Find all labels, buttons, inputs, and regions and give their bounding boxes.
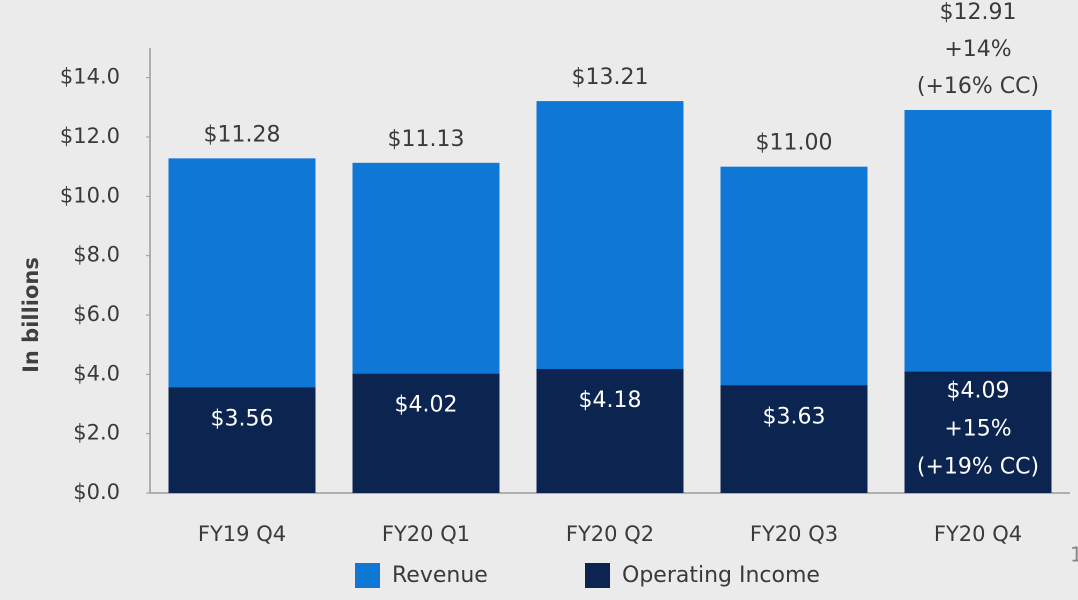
annotation: (+19% CC) bbox=[917, 455, 1039, 480]
value-label: $11.00 bbox=[756, 131, 833, 156]
y-tick-label: $0.0 bbox=[73, 480, 120, 504]
value-label: $3.63 bbox=[763, 404, 826, 429]
legend-swatch bbox=[355, 563, 380, 588]
x-tick-label: FY20 Q3 bbox=[750, 522, 838, 546]
value-label: $11.13 bbox=[388, 127, 465, 152]
bar bbox=[720, 385, 868, 493]
y-tick-label: $10.0 bbox=[60, 183, 120, 207]
page-number: 1 bbox=[1070, 543, 1078, 567]
y-tick-label: $8.0 bbox=[73, 243, 120, 267]
y-tick-label: $4.0 bbox=[73, 361, 120, 385]
value-label: $13.21 bbox=[572, 65, 649, 90]
y-tick-label: $6.0 bbox=[73, 302, 120, 326]
legend-swatch bbox=[585, 563, 610, 588]
bar bbox=[904, 371, 1052, 493]
annotation: +14% bbox=[944, 37, 1011, 62]
value-label: $4.02 bbox=[395, 393, 458, 418]
bar bbox=[536, 368, 684, 493]
y-tick-label: $14.0 bbox=[60, 65, 120, 89]
y-axis-label: In billions bbox=[19, 257, 43, 373]
x-tick-label: FY20 Q2 bbox=[566, 522, 654, 546]
annotation: +15% bbox=[944, 417, 1011, 442]
legend-label: Operating Income bbox=[622, 563, 820, 588]
value-label: $12.91 bbox=[940, 0, 1017, 25]
annotation: (+16% CC) bbox=[917, 74, 1039, 99]
value-label: $4.09 bbox=[947, 379, 1010, 404]
value-label: $3.56 bbox=[211, 406, 274, 431]
y-tick-label: $2.0 bbox=[73, 421, 120, 445]
value-label: $4.18 bbox=[579, 388, 642, 413]
x-tick-label: FY20 Q4 bbox=[934, 522, 1022, 546]
bar bbox=[352, 373, 500, 493]
bar bbox=[168, 387, 316, 493]
value-label: $11.28 bbox=[204, 122, 281, 147]
x-tick-label: FY20 Q1 bbox=[382, 522, 470, 546]
x-tick-label: FY19 Q4 bbox=[198, 522, 286, 546]
legend-label: Revenue bbox=[392, 563, 488, 588]
y-tick-label: $12.0 bbox=[60, 124, 120, 148]
